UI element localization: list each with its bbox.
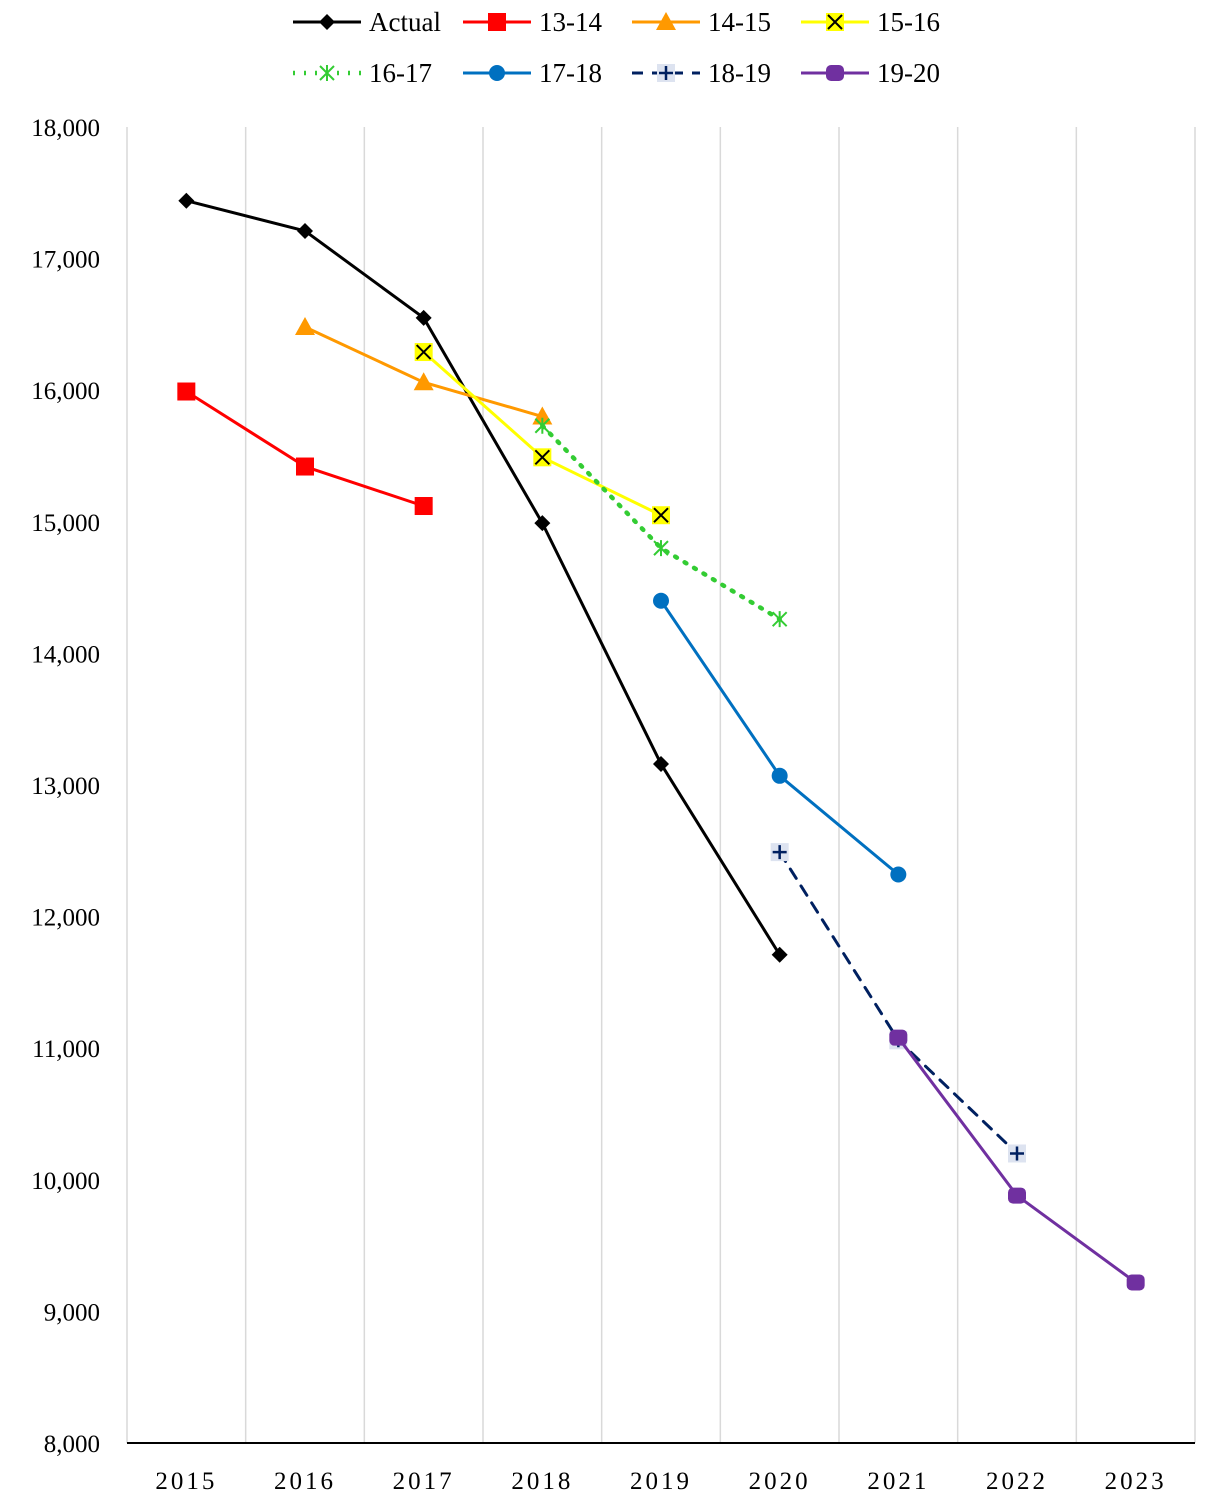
series-17-18	[653, 592, 907, 883]
data-point	[826, 65, 844, 81]
data-point	[653, 755, 669, 772]
y-tick-label: 14,000	[31, 641, 100, 668]
x-tick-label: 2019	[630, 1468, 692, 1495]
x-tick-label: 2021	[867, 1468, 929, 1495]
data-point	[534, 417, 551, 434]
legend-item-17-18: 17-18	[463, 58, 602, 88]
data-point	[415, 309, 432, 326]
data-point	[489, 65, 505, 81]
legend-label: 19-20	[877, 58, 940, 88]
data-point	[656, 12, 676, 30]
series-16-17	[534, 417, 788, 628]
data-point	[1008, 1187, 1026, 1204]
data-point	[414, 343, 433, 362]
x-tick-label: 2018	[511, 1468, 573, 1495]
legend-item-14-15: 14-15	[632, 7, 771, 37]
x-tick-label: 2022	[986, 1468, 1048, 1495]
marker-cross	[653, 507, 669, 523]
legend-label: 17-18	[539, 58, 602, 88]
legend-item-18-19: 18-19	[632, 58, 771, 88]
marker-cross	[415, 344, 432, 360]
legend-label: 16-17	[369, 58, 432, 88]
x-tick-label: 2015	[155, 1468, 217, 1495]
legend-item-16-17: 16-17	[293, 58, 432, 88]
legend-label: 13-14	[539, 7, 602, 37]
y-tick-label: 13,000	[31, 773, 100, 800]
data-point	[488, 13, 506, 31]
data-point	[657, 64, 675, 82]
data-point	[177, 382, 196, 401]
vertical-gridlines	[126, 127, 1196, 1443]
marker-plus	[772, 845, 787, 860]
data-point	[652, 506, 670, 525]
data-point	[653, 540, 669, 557]
series-line	[303, 325, 544, 419]
data-point	[653, 592, 669, 609]
data-point	[414, 497, 433, 516]
data-point	[771, 611, 788, 628]
data-point	[178, 192, 195, 209]
data-point	[534, 515, 551, 532]
series-group	[177, 192, 1145, 1291]
y-tick-label: 9,000	[44, 1299, 100, 1326]
data-point	[889, 1029, 908, 1046]
data-point	[533, 448, 552, 467]
series-line	[778, 850, 1019, 1155]
y-tick-label: 8,000	[44, 1431, 100, 1458]
x-tick-label: 2016	[274, 1468, 336, 1495]
y-axis-tick-labels: 8,000 9,000 10,000 11,000 12,000 13,000 14,000…	[31, 115, 100, 1458]
legend-label: 14-15	[708, 7, 771, 37]
data-point	[771, 767, 788, 784]
x-axis-tick-labels: 2015 2016 2017 2018 2019 2020 2021 2022 2023	[155, 1468, 1167, 1495]
data-point	[771, 946, 788, 963]
legend-item-13-14: 13-14	[463, 7, 602, 37]
data-point	[826, 13, 844, 31]
data-point	[295, 317, 315, 336]
x-tick-label: 2020	[749, 1468, 811, 1495]
y-tick-label: 18,000	[31, 115, 100, 142]
legend-item-Actual: Actual	[293, 7, 441, 37]
y-tick-label: 17,000	[31, 247, 100, 274]
data-point	[770, 843, 789, 862]
data-point	[297, 222, 313, 239]
data-point	[296, 457, 314, 476]
series-13-14	[177, 382, 433, 516]
legend-label: 18-19	[708, 58, 771, 88]
series-line	[184, 199, 782, 957]
series-line	[184, 390, 426, 508]
series-line	[659, 599, 900, 876]
marker-cross	[827, 14, 843, 30]
legend-label: Actual	[369, 7, 441, 37]
series-15-16	[414, 343, 670, 525]
legend-label: 15-16	[877, 7, 940, 37]
y-tick-label: 10,000	[31, 1168, 100, 1195]
y-tick-label: 11,000	[32, 1036, 100, 1063]
x-tick-label: 2017	[393, 1468, 455, 1495]
series-19-20	[889, 1029, 1145, 1291]
marker-plus	[1010, 1146, 1024, 1161]
series-Actual	[178, 192, 788, 963]
data-point	[319, 14, 335, 30]
legend-item-19-20: 19-20	[801, 58, 940, 88]
data-point	[319, 65, 335, 81]
x-tick-label: 2023	[1105, 1468, 1167, 1495]
series-18-19	[770, 843, 1026, 1163]
y-tick-label: 15,000	[31, 510, 100, 537]
data-point	[890, 866, 907, 883]
legend: Actual 13-14 14-15 15-16 16-17 17-18 18-19 19-2…	[293, 7, 940, 88]
marker-cross	[534, 449, 551, 466]
data-point	[413, 372, 434, 391]
y-tick-label: 16,000	[31, 378, 100, 405]
series-line	[540, 423, 782, 622]
y-tick-label: 12,000	[31, 905, 100, 932]
data-point	[1126, 1274, 1145, 1291]
data-point	[1008, 1144, 1026, 1163]
marker-plus	[659, 66, 673, 80]
series-14-15	[295, 317, 553, 425]
legend-item-15-16: 15-16	[801, 7, 940, 37]
